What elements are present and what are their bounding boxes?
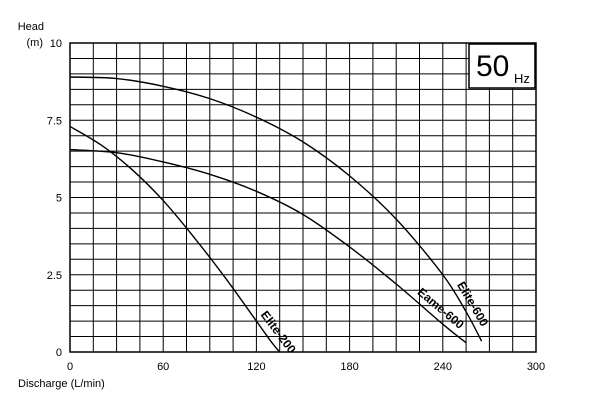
x-tick-label: 0 bbox=[67, 361, 73, 373]
y-tick-label: 2.5 bbox=[47, 270, 62, 282]
y-tick-labels: 0 2.5 5 7.5 10 bbox=[47, 38, 62, 359]
x-tick-label: 60 bbox=[157, 361, 169, 373]
y-tick-label: 5 bbox=[56, 193, 62, 205]
x-tick-label: 300 bbox=[527, 361, 545, 373]
y-tick-label: 10 bbox=[50, 38, 62, 50]
y-axis-title-head: Head bbox=[18, 21, 44, 33]
plot-frame bbox=[69, 42, 537, 353]
x-axis-title: Discharge (L/min) bbox=[18, 378, 105, 390]
y-tick-label: 7.5 bbox=[47, 115, 62, 127]
x-tick-labels: 0 60 120 180 240 300 bbox=[67, 361, 545, 373]
y-tick-label: 0 bbox=[56, 347, 62, 359]
x-tick-label: 180 bbox=[340, 361, 358, 373]
frequency-box: 50 Hz bbox=[468, 43, 536, 89]
x-tick-label: 120 bbox=[247, 361, 265, 373]
series-line-elite-200 bbox=[69, 125, 281, 353]
frequency-unit: Hz bbox=[514, 71, 530, 86]
series-line-eame-600 bbox=[69, 148, 467, 344]
y-axis-title-unit: (m) bbox=[27, 37, 44, 49]
series-line-elite-600 bbox=[69, 76, 483, 342]
x-tick-label: 240 bbox=[434, 361, 452, 373]
frequency-box-frame bbox=[468, 43, 536, 89]
frequency-value: 50 bbox=[476, 50, 509, 83]
